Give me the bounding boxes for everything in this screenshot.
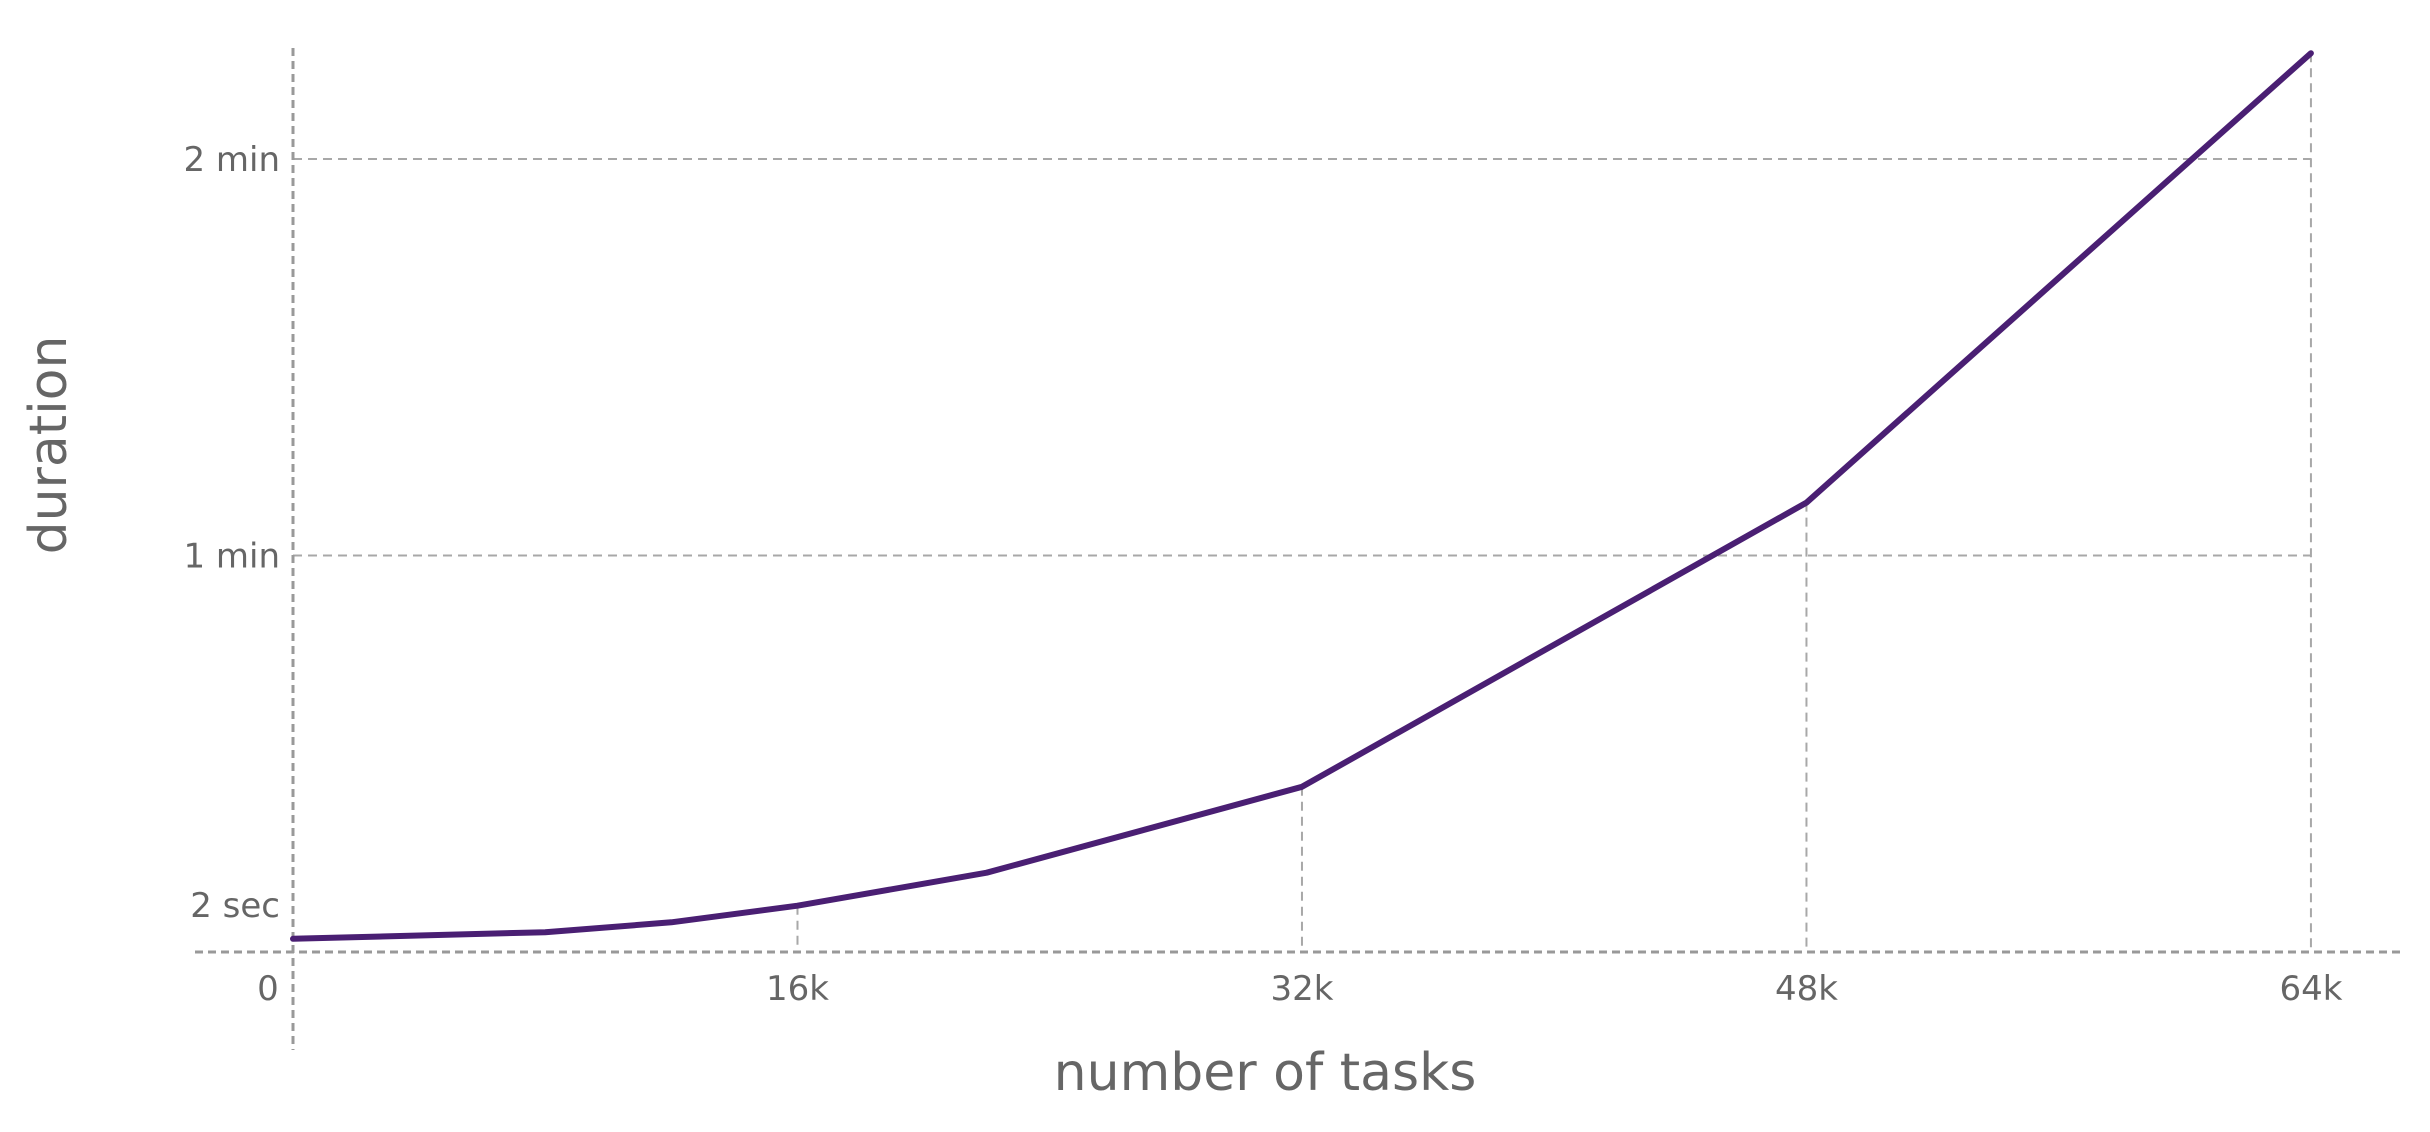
x-tick-label: 0: [257, 969, 279, 1009]
y-tick-label: 2 min: [183, 140, 280, 180]
x-tick-label: 32k: [1270, 969, 1333, 1009]
gridlines: [293, 53, 2312, 952]
axes: [195, 48, 2400, 1050]
y-axis-title: duration: [19, 336, 79, 555]
series-group: [290, 50, 2314, 942]
y-tick-label: 1 min: [183, 536, 280, 576]
series-line: [290, 50, 2314, 942]
x-tick-label: 16k: [766, 969, 829, 1009]
y-tick-label: 2 sec: [190, 886, 280, 926]
x-tick-label: 64k: [2279, 969, 2342, 1009]
tick-labels: 2 sec 1 min 2 min 0 16k 32k 48k 64k: [183, 140, 2342, 1009]
x-axis-title: number of tasks: [1054, 1043, 1477, 1103]
x-tick-label: 48k: [1775, 969, 1838, 1009]
